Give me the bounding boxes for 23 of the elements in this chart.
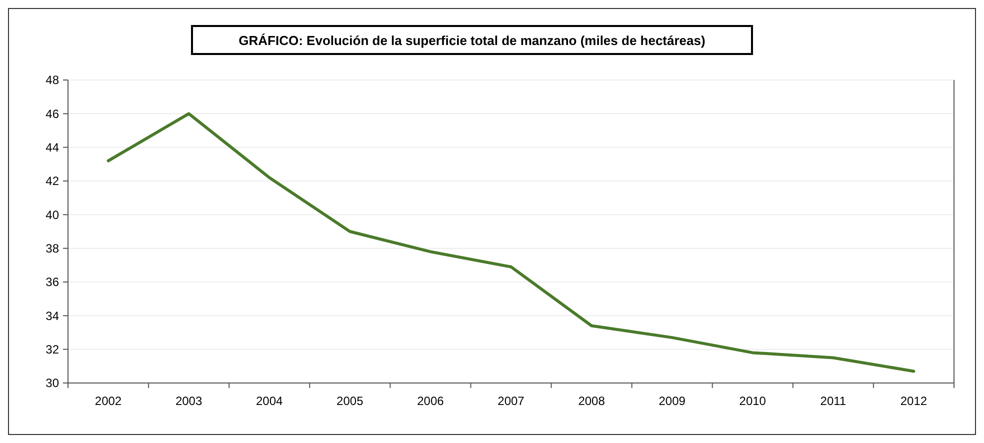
x-tick-label: 2010 [739,394,766,408]
x-tick-label: 2009 [658,394,686,408]
x-tick-label: 2005 [336,394,364,408]
y-tick-label: 40 [46,208,60,222]
x-tick-label: 2011 [820,394,846,408]
y-tick-label: 36 [46,275,60,290]
x-tick-label: 2002 [94,394,122,408]
y-tick-label: 46 [46,106,60,121]
y-tick-label: 34 [46,308,60,323]
y-tick-label: 44 [46,140,60,155]
y-tick-label: 32 [46,342,60,357]
y-tick-label: 30 [46,376,60,390]
x-tick-label: 2004 [256,394,284,408]
y-tick-label: 42 [46,174,60,188]
y-tick-label: 48 [46,73,60,88]
x-tick-label: 2012 [900,394,928,408]
x-tick-label: 2007 [498,394,525,408]
line-series [106,112,916,373]
y-tick-label: 38 [46,242,60,256]
x-tick-label: 2006 [417,394,444,408]
chart-title: GRÁFICO: Evolución de la superficie total de manzano (miles de hectáreas) [238,33,706,48]
x-tick-label: 2003 [175,394,202,408]
x-tick-label: 2008 [578,394,606,408]
